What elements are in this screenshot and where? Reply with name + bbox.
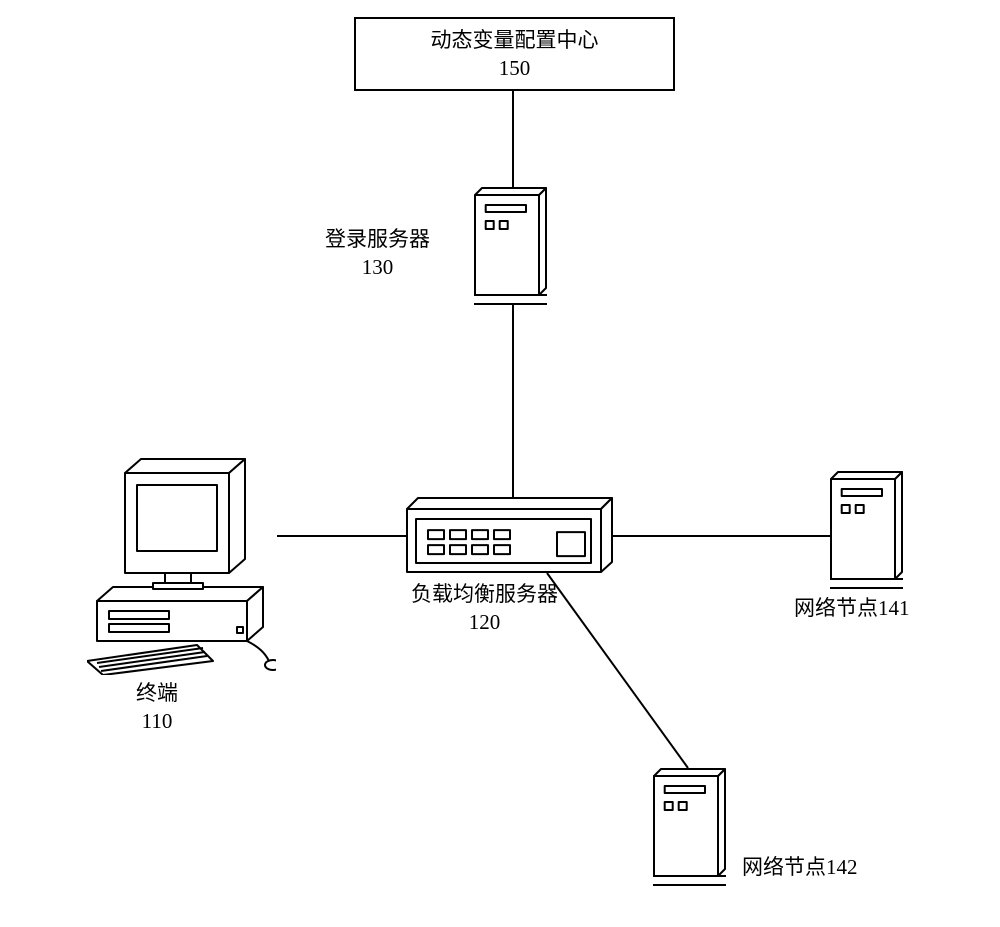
network-node-142-label-1: 网络节点142 (742, 853, 858, 881)
login-server-label-2: 130 (325, 253, 430, 281)
login-server-label-1: 登录服务器 (325, 225, 430, 253)
load-balancer-node (406, 497, 613, 573)
network-node-142 (653, 768, 726, 886)
config-center-box: 动态变量配置中心 150 (354, 17, 675, 91)
login-server-label: 登录服务器 130 (325, 225, 430, 282)
config-center-node: 动态变量配置中心 150 (354, 17, 675, 91)
config-center-label-1: 动态变量配置中心 (431, 26, 599, 54)
diagram-stage: 动态变量配置中心 150 登录服务器 130 (0, 0, 1000, 927)
server-icon (474, 187, 547, 305)
load-balancer-label-1: 负载均衡服务器 (411, 580, 558, 608)
network-node-142-label: 网络节点142 (742, 853, 858, 881)
network-node-141-label-1: 网络节点141 (794, 594, 910, 622)
desktop-icon (87, 451, 276, 675)
server-icon (830, 471, 903, 589)
config-center-label-2: 150 (499, 54, 531, 82)
terminal-label: 终端 110 (136, 679, 178, 736)
terminal-label-2: 110 (136, 707, 178, 735)
network-node-141-label: 网络节点141 (794, 594, 910, 622)
server-icon (653, 768, 726, 886)
login-server-node (474, 187, 547, 305)
terminal-label-1: 终端 (136, 679, 178, 707)
network-node-141 (830, 471, 903, 589)
load-balancer-label: 负载均衡服务器 120 (411, 580, 558, 637)
terminal-node (87, 451, 276, 675)
load-balancer-label-2: 120 (411, 608, 558, 636)
rack-icon (406, 497, 613, 573)
